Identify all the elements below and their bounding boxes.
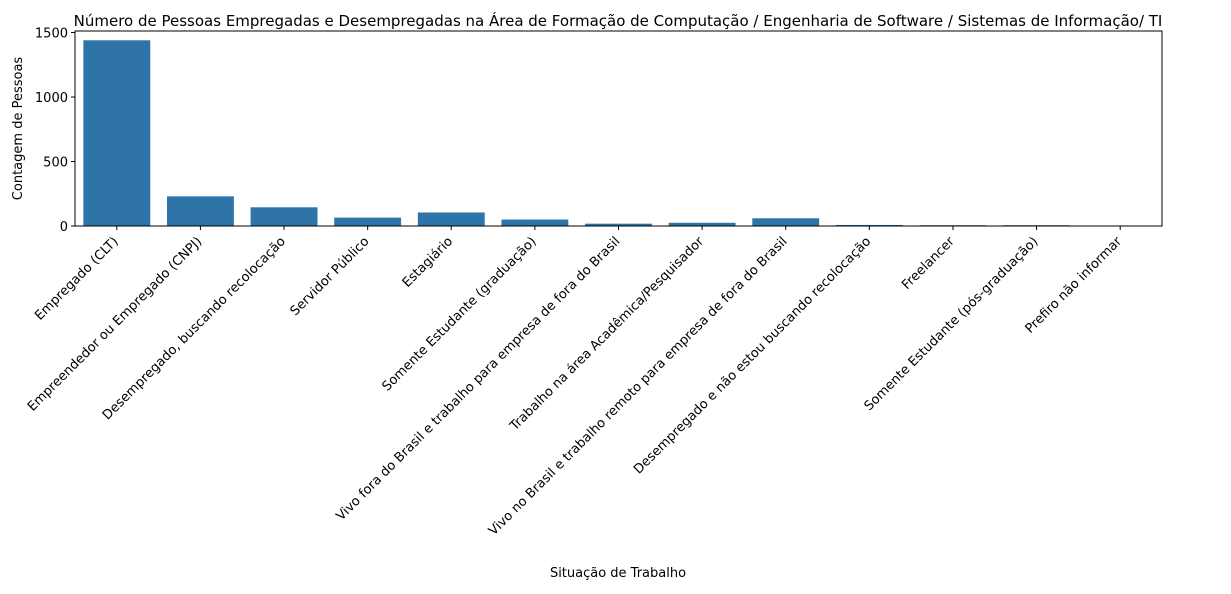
- plot-frame: [75, 31, 1162, 226]
- bar: [251, 207, 318, 226]
- x-tick-label: Servidor Público: [288, 234, 373, 319]
- bars-group: [83, 40, 1153, 226]
- y-axis-label: Contagem de Pessoas: [11, 57, 26, 201]
- x-tick-label: Trabalho na área Acadêmica/Pesquisador: [507, 234, 708, 435]
- y-tick-label: 0: [60, 220, 68, 235]
- bar: [167, 196, 234, 226]
- bar: [418, 212, 485, 226]
- x-tick-label: Empreendedor ou Empregado (CNPJ): [25, 234, 205, 414]
- y-tick-label: 1000: [35, 91, 68, 106]
- x-axis-ticks: Empregado (CLT)Empreendedor ou Empregado…: [25, 226, 1126, 539]
- y-axis-ticks: 0 500 1000 1500: [35, 27, 75, 235]
- x-tick-label: Freelancer: [899, 234, 958, 293]
- bar: [501, 220, 568, 226]
- bar: [334, 218, 401, 226]
- x-tick-label: Prefiro não informar: [1023, 234, 1126, 337]
- x-tick-label: Estagiário: [400, 234, 456, 290]
- bar: [752, 218, 819, 226]
- x-tick-label: Somente Estudante (graduação): [379, 234, 539, 394]
- x-tick-label: Empregado (CLT): [32, 234, 121, 323]
- x-tick-label: Vivo fora do Brasil e trabalho para empr…: [334, 234, 624, 524]
- x-tick-label: Vivo no Brasil e trabalho remoto para em…: [486, 234, 791, 539]
- bar: [83, 40, 150, 226]
- y-tick-label: 1500: [35, 27, 68, 42]
- x-tick-label: Desempregado, buscando recolocação: [100, 234, 289, 423]
- chart-title: Número de Pessoas Empregadas e Desempreg…: [74, 11, 1163, 30]
- x-tick-label: Somente Estudante (pós-graduação): [862, 234, 1042, 414]
- x-axis-label: Situação de Trabalho: [550, 566, 686, 581]
- y-tick-label: 500: [43, 156, 68, 171]
